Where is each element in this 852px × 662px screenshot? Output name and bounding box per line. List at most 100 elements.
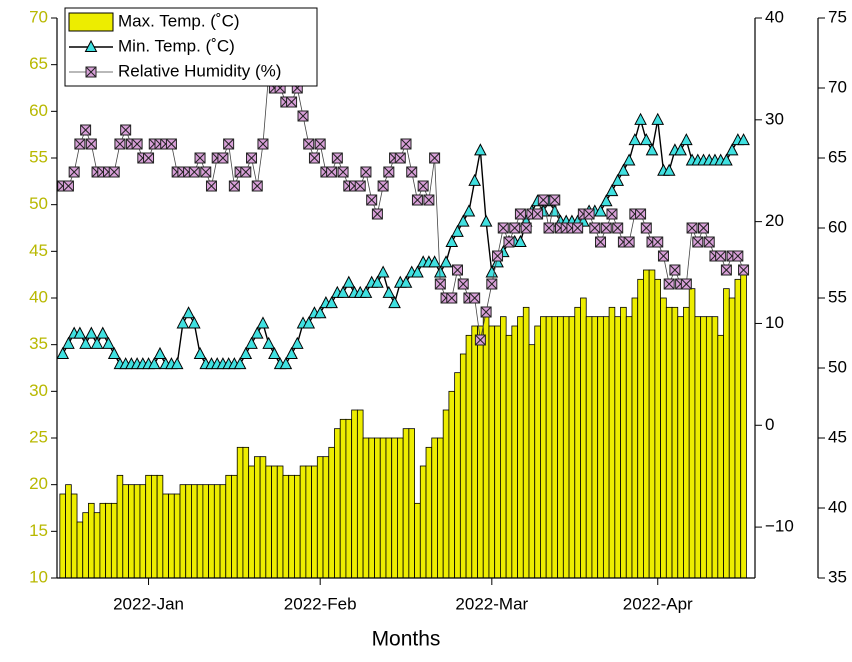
marker [182,306,195,319]
bar [236,446,244,579]
bar [705,316,713,579]
x-tick-label: 2022-Jan [113,594,184,613]
marker [308,152,320,164]
marker [698,222,710,234]
bar [522,306,530,579]
marker [62,180,74,192]
y-tick-label: 45 [29,241,48,260]
marker [188,166,200,178]
bar [202,484,210,579]
bar [442,409,450,579]
bar [294,474,301,579]
marker [257,138,269,150]
marker [354,180,366,192]
marker [417,180,429,192]
marker [102,336,115,349]
bar [505,334,513,579]
bar [545,316,553,579]
marker [623,236,635,248]
y2-tick-label: −10 [765,517,794,536]
bar [580,297,587,579]
bar [299,465,307,579]
bar [511,325,518,579]
bar [608,306,616,579]
marker [120,124,132,136]
bar [631,297,639,579]
bar [482,316,490,579]
marker [383,166,395,178]
marker [509,222,521,234]
bar [196,484,204,579]
bar [431,437,438,579]
marker [479,214,493,227]
marker [599,194,613,207]
marker [268,346,281,359]
marker [56,346,70,359]
bar [700,316,707,579]
bar [282,474,290,579]
bar [379,437,387,579]
marker [246,152,258,164]
bar [419,465,427,579]
marker [194,152,206,164]
bar [133,484,141,579]
marker [377,180,389,192]
bar [557,316,564,579]
bar [179,484,187,579]
marker [279,357,293,370]
marker [286,96,298,108]
marker [445,234,459,247]
legend-marker [85,66,97,78]
marker [411,194,423,206]
bar [551,316,559,579]
marker [302,316,316,329]
bar [191,484,198,579]
y3-tick-label: 35 [828,567,847,586]
marker [640,222,652,234]
y3-tick-label: 60 [828,217,847,236]
marker [720,264,732,276]
marker [73,326,87,339]
bar [734,278,742,579]
marker [446,292,458,304]
marker [400,138,412,150]
x-tick-label: 2022-Feb [284,594,357,613]
marker [290,336,304,349]
bar [242,446,250,579]
bar [225,474,232,579]
bar [517,316,524,579]
marker [285,346,298,359]
marker [532,208,544,220]
marker [634,112,647,125]
marker [622,153,636,166]
bar [374,437,381,579]
marker [176,316,190,329]
marker [143,152,155,164]
bar [683,306,690,579]
marker [549,194,561,206]
marker [297,110,309,122]
marker [492,250,504,262]
marker [686,222,698,234]
marker [250,326,264,339]
marker [651,112,665,125]
bar [259,456,267,579]
y-tick-label: 15 [29,521,48,540]
y3-tick-label: 40 [828,497,847,516]
marker [108,166,120,178]
y3-tick-label: 45 [828,427,847,446]
marker [313,306,327,319]
bar [643,269,650,579]
marker [680,278,692,290]
marker [411,265,424,278]
bar [122,484,129,579]
marker [662,163,676,176]
y2-tick-label: 20 [765,211,784,230]
marker [114,138,126,150]
bar [311,465,318,579]
bar [356,409,364,579]
bar [334,428,341,579]
bar [391,437,398,579]
y-tick-label: 20 [29,474,48,493]
marker [382,285,396,298]
